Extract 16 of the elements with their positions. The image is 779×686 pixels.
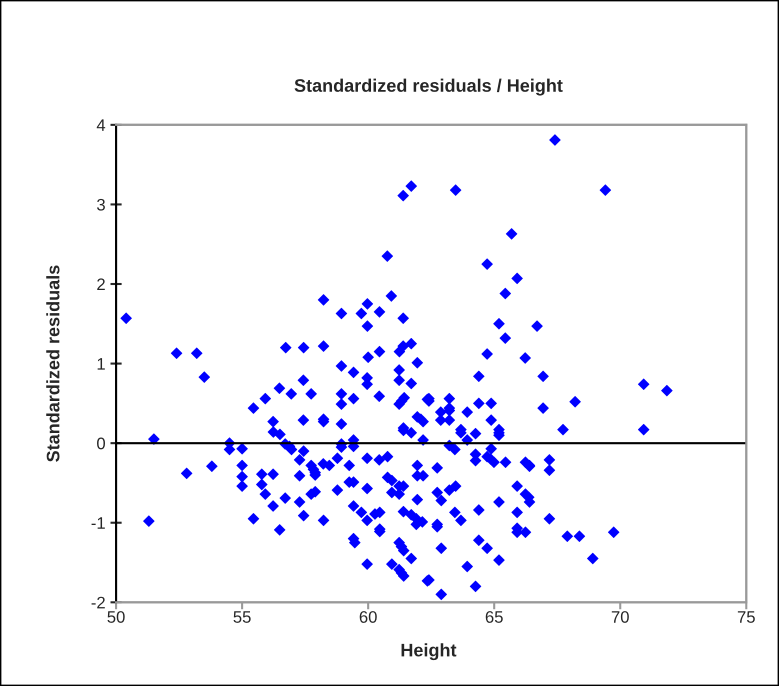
y-tick-label: 0	[97, 438, 106, 450]
chart-title: Standardized residuals / Height	[294, 78, 563, 96]
x-tick-label: 60	[360, 611, 377, 623]
y-tick-label: 2	[97, 278, 105, 290]
y-tick-label: 3	[97, 198, 105, 211]
y-tick-label: 4	[96, 119, 106, 131]
x-tick-label: 75	[738, 611, 755, 623]
x-tick-label: 55	[234, 611, 251, 623]
y-tick-label: -1	[92, 517, 105, 529]
y-tick-label: -2	[92, 596, 105, 608]
x-axis-title: Height	[402, 643, 456, 660]
x-tick-label: 50	[107, 611, 125, 623]
x-tick-label: 70	[612, 611, 629, 623]
x-tick-label: 65	[486, 611, 503, 623]
y-axis-title: Standardized residuals	[46, 265, 60, 462]
y-tick-label: 1	[98, 358, 105, 370]
